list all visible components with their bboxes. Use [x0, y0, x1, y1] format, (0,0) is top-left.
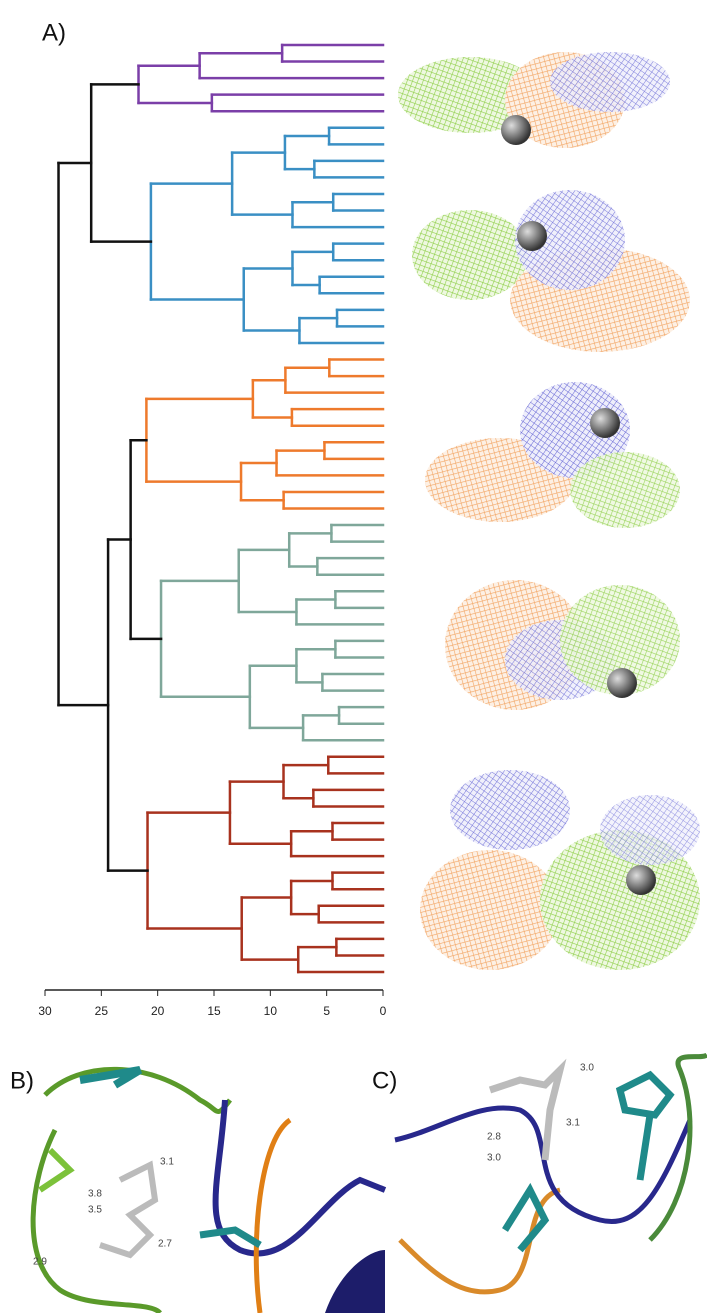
figure: A) 30 25 20 15 10 5 0 B) 3.1 3.8 3.5 2.9 2.7 [0, 0, 707, 1313]
panel-label: A) [42, 19, 66, 46]
surface-2 [412, 190, 690, 352]
panel-label: B) [10, 1067, 34, 1094]
surface-4 [445, 580, 680, 710]
distance-label: 3.8 [88, 1189, 102, 1200]
x-tick-label: 10 [264, 1004, 278, 1018]
panel-b: B) 3.1 3.8 3.5 2.9 2.7 [10, 1067, 385, 1313]
surface-5 [420, 770, 700, 970]
distance-label: 2.8 [487, 1132, 501, 1143]
figure-svg: A) 30 25 20 15 10 5 0 B) 3.1 3.8 3.5 2.9 2.7 [0, 0, 707, 1313]
panel-label: C) [372, 1067, 397, 1094]
surface-3 [425, 382, 680, 528]
distance-label: 3.1 [160, 1157, 174, 1168]
distance-label: 2.9 [33, 1257, 47, 1268]
surface-1 [398, 52, 670, 148]
x-tick-label: 30 [38, 1004, 52, 1018]
distance-label: 3.0 [487, 1153, 501, 1164]
x-tick-label: 0 [380, 1004, 387, 1018]
x-tick-label: 5 [323, 1004, 330, 1018]
distance-label: 2.7 [158, 1239, 172, 1250]
x-tick-label: 25 [95, 1004, 109, 1018]
panel-c: C) 3.0 3.1 2.8 3.0 [372, 1055, 707, 1292]
x-tick-label: 15 [207, 1004, 221, 1018]
distance-label: 3.5 [88, 1205, 102, 1216]
dendrogram: 30 25 20 15 10 5 0 [38, 45, 386, 1018]
x-tick-label: 20 [151, 1004, 165, 1018]
distance-label: 3.1 [566, 1118, 580, 1129]
distance-label: 3.0 [580, 1063, 594, 1074]
